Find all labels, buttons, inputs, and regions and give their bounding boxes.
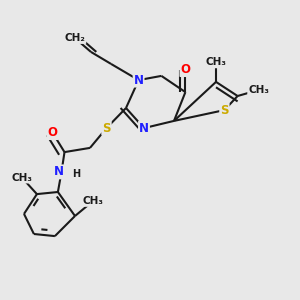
Text: N: N: [53, 165, 64, 178]
Text: N: N: [134, 74, 144, 87]
Text: CH₃: CH₃: [11, 172, 32, 183]
Text: O: O: [47, 126, 58, 139]
Text: N: N: [139, 122, 149, 135]
Text: CH₃: CH₃: [248, 85, 269, 95]
Text: CH₃: CH₃: [206, 57, 226, 68]
Text: O: O: [180, 63, 190, 76]
Text: CH₃: CH₃: [82, 196, 103, 206]
Text: H: H: [72, 169, 80, 179]
Text: S: S: [102, 122, 111, 135]
Text: CH₂: CH₂: [64, 33, 86, 43]
Text: S: S: [220, 103, 229, 117]
